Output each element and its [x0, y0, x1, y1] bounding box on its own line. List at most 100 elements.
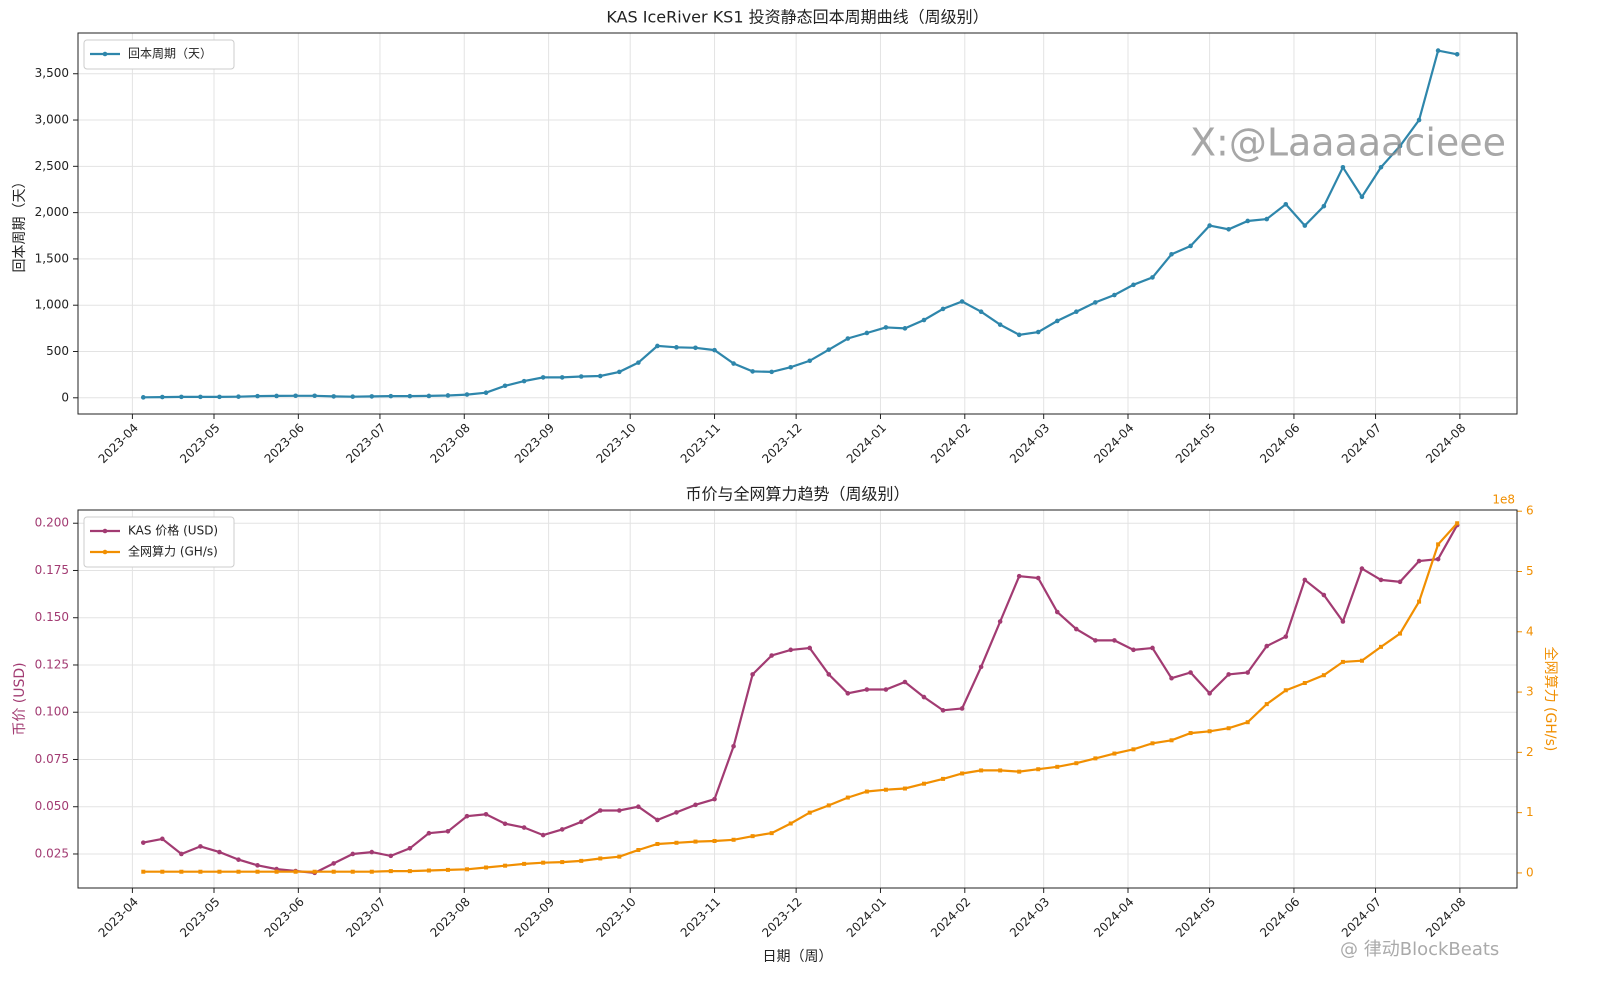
data-point — [388, 393, 394, 399]
x-tick-label: 2023-10 — [593, 895, 638, 940]
data-point — [674, 345, 679, 350]
data-point — [864, 789, 869, 794]
data-point — [578, 374, 584, 379]
data-point — [1074, 309, 1079, 314]
legend-label: 回本周期（天） — [128, 47, 212, 61]
data-point — [1036, 767, 1041, 772]
x-tick-label: 2024-02 — [928, 895, 973, 940]
y2-tick-label: 4 — [1526, 624, 1534, 638]
data-point — [407, 393, 413, 399]
y-tick-label: 1,000 — [35, 298, 69, 312]
data-point — [1207, 223, 1212, 228]
x-tick-label: 2024-05 — [1173, 895, 1218, 940]
x-tick-label: 2023-11 — [678, 421, 723, 466]
data-point — [160, 836, 165, 842]
data-point — [179, 869, 184, 874]
data-point — [1416, 117, 1422, 123]
data-point — [788, 647, 793, 653]
data-point — [1131, 647, 1136, 653]
data-point — [1017, 769, 1022, 774]
data-point — [1016, 332, 1022, 338]
data-point — [902, 786, 907, 791]
data-point — [1054, 318, 1060, 324]
data-point — [1398, 631, 1403, 636]
y2-tick-label: 0 — [1526, 865, 1534, 879]
x-tick-label: 2023-09 — [512, 421, 557, 466]
data-point — [388, 869, 393, 874]
data-point — [997, 619, 1003, 624]
data-point — [1035, 329, 1041, 335]
data-point — [293, 869, 298, 874]
series-line — [143, 524, 1459, 875]
legend-marker — [102, 549, 108, 555]
watermark: X:@Laaaaacieee — [1190, 121, 1506, 165]
y2-axis-label: 全网算力 (GH/s) — [1542, 647, 1559, 752]
x-tick-label: 2023-04 — [96, 895, 141, 940]
y-tick-label: 0.150 — [35, 610, 69, 624]
data-point — [426, 868, 431, 873]
data-point — [1302, 681, 1307, 686]
data-point — [597, 373, 603, 379]
data-point — [502, 821, 508, 827]
data-point — [636, 848, 641, 853]
data-point — [921, 781, 926, 786]
y-axis-label: 币价 (USD) — [12, 662, 28, 735]
data-point — [1245, 218, 1250, 224]
data-point — [522, 861, 527, 866]
data-point — [198, 869, 203, 874]
data-point — [1074, 626, 1079, 632]
data-point — [731, 743, 736, 749]
legend-label: 全网算力 (GH/s) — [128, 544, 218, 559]
data-point — [141, 869, 146, 874]
data-point — [1169, 251, 1174, 257]
y-tick-label: 3,500 — [35, 66, 69, 80]
y-tick-label: 0.025 — [35, 846, 69, 860]
chart-title: KAS IceRiver KS1 投资静态回本周期曲线（周级别） — [606, 8, 988, 27]
x-tick-label: 2023-06 — [262, 895, 307, 940]
plot-frame — [77, 32, 1518, 415]
data-point — [1378, 164, 1384, 170]
data-point — [845, 691, 851, 696]
data-point — [255, 863, 260, 868]
x-tick-label: 2024-06 — [1257, 895, 1302, 940]
x-tick-label: 2024-02 — [928, 421, 973, 466]
data-point — [464, 867, 469, 872]
data-point — [940, 708, 946, 713]
x-tick-label: 2023-08 — [428, 421, 473, 466]
x-tick-label: 2023-12 — [759, 895, 804, 940]
data-point — [503, 863, 508, 868]
data-point — [1188, 670, 1193, 675]
data-point — [426, 393, 432, 399]
y-tick-label: 2,500 — [35, 159, 69, 173]
x-tick-label: 2024-07 — [1339, 421, 1384, 466]
data-point — [769, 831, 774, 836]
y2-tick-label: 6 — [1526, 504, 1534, 518]
footer-watermark: @ 律动BlockBeats — [1340, 939, 1499, 960]
x-tick-label: 2023-04 — [96, 421, 141, 466]
y2-tick-label: 1 — [1526, 805, 1534, 819]
data-point — [1245, 670, 1250, 675]
data-point — [902, 326, 908, 331]
data-point — [236, 857, 241, 862]
x-tick-label: 2023-05 — [177, 895, 222, 940]
data-point — [255, 393, 260, 399]
data-point — [160, 394, 165, 400]
data-point — [350, 851, 356, 857]
data-point — [1435, 48, 1441, 53]
data-point — [1264, 216, 1270, 222]
x-tick-label: 2024-06 — [1257, 421, 1302, 466]
x-tick-label: 2023-09 — [512, 895, 557, 940]
y-tick-label: 0.175 — [35, 563, 69, 577]
data-point — [1321, 673, 1326, 678]
data-point — [1207, 729, 1212, 734]
data-point — [1169, 675, 1174, 681]
data-point — [1093, 638, 1098, 643]
data-point — [769, 369, 774, 375]
data-point — [997, 322, 1003, 327]
data-point — [998, 768, 1003, 773]
data-point — [1226, 672, 1231, 677]
data-point — [1340, 619, 1346, 624]
data-point — [769, 653, 774, 658]
data-point — [1226, 226, 1231, 232]
